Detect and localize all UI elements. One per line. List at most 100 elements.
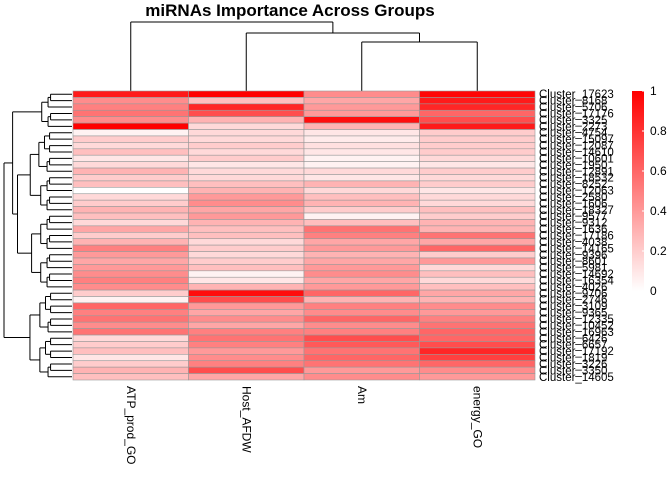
heatmap-cell [72, 122, 189, 130]
heatmap-cell [72, 174, 189, 182]
heatmap-cell [72, 97, 189, 105]
heatmap-cell [72, 283, 189, 291]
heatmap-cell [72, 206, 189, 214]
heatmap-cell [188, 296, 305, 304]
heatmap-cell [72, 167, 189, 175]
heatmap-cell [188, 309, 305, 317]
heatmap-cell [419, 289, 536, 297]
heatmap-cell [303, 206, 420, 214]
heatmap-cell [72, 334, 189, 342]
heatmap-cell [188, 187, 305, 195]
heatmap-cell [419, 148, 536, 156]
row-label: Cluster_17623 [539, 89, 614, 101]
heatmap-cell [72, 193, 189, 201]
heatmap-cell [188, 341, 305, 349]
heatmap-cell [188, 251, 305, 259]
heatmap-cell [188, 116, 305, 124]
row-label: Cluster_14692 [539, 269, 614, 281]
row-label: Cluster_3226 [539, 359, 607, 371]
heatmap-cell [188, 174, 305, 182]
heatmap-cell [303, 257, 420, 265]
heatmap-cell [419, 167, 536, 175]
heatmap-cell [419, 122, 536, 130]
heatmap-cell [419, 283, 536, 291]
heatmap-cell [188, 167, 305, 175]
heatmap-cell [188, 225, 305, 233]
heatmap-cell [303, 174, 420, 182]
row-label: Cluster_14605 [539, 372, 614, 384]
heatmap-cell [303, 341, 420, 349]
heatmap-cell [72, 270, 189, 278]
heatmap-cell [188, 347, 305, 355]
heatmap-cell [72, 373, 189, 381]
heatmap-cell [419, 354, 536, 362]
heatmap-cell [188, 129, 305, 137]
row-label: Cluster_8601 [539, 256, 607, 268]
heatmap-cell [419, 109, 536, 117]
heatmap-cells [72, 90, 536, 381]
row-label: Cluster_9396 [539, 250, 607, 262]
column-label: energy_GO [470, 386, 484, 448]
heatmap-cell [72, 244, 189, 252]
heatmap-cell [188, 193, 305, 201]
heatmap-cell [188, 148, 305, 156]
heatmap-cell [303, 225, 420, 233]
heatmap-cell [419, 302, 536, 310]
heatmap-cell [303, 270, 420, 278]
chart-title: miRNAs Importance Across Groups [145, 1, 434, 20]
heatmap-cell [303, 187, 420, 195]
row-label: Cluster_1950 [539, 160, 607, 172]
heatmap-cell [188, 180, 305, 188]
heatmap-cell [419, 264, 536, 272]
legend-tick-label: 0.2 [650, 244, 667, 258]
heatmap-cell [303, 90, 420, 98]
row-label: Cluster_10601 [539, 153, 614, 165]
heatmap-cell [419, 373, 536, 381]
heatmap-cell [419, 315, 536, 323]
heatmap-cell [419, 135, 536, 143]
row-label: Cluster_5981 [539, 263, 607, 275]
row-label: Cluster_9706 [539, 288, 607, 300]
heatmap-cell [419, 328, 536, 336]
row-label: Cluster_12335 [539, 314, 614, 326]
heatmap-cell [419, 334, 536, 342]
heatmap-cell [72, 219, 189, 227]
heatmap-cell [188, 135, 305, 143]
heatmap-cell [72, 90, 189, 98]
heatmap-cell [303, 122, 420, 130]
column-labels: ATP_prod_GO Host_AFDW Am energy_GO [124, 386, 485, 464]
row-label: Cluster_12063 [539, 186, 614, 198]
heatmap-cell [303, 251, 420, 259]
heatmap-cell [188, 97, 305, 105]
heatmap-cell [303, 116, 420, 124]
heatmap-cell [419, 360, 536, 368]
row-dendrogram [3, 93, 72, 378]
heatmap-cell [188, 276, 305, 284]
column-dendrogram [130, 21, 478, 91]
heatmap-cell [188, 264, 305, 272]
row-label: Cluster_6657 [539, 340, 607, 352]
heatmap-cell [419, 341, 536, 349]
heatmap-cell [188, 289, 305, 297]
row-label: Cluster_1636 [539, 224, 607, 236]
legend-tick-label: 0.8 [650, 124, 667, 138]
heatmap-cell [188, 328, 305, 336]
row-label: Cluster_18532 [539, 173, 614, 185]
heatmap-cell [419, 116, 536, 124]
row-label: Cluster_2746 [539, 295, 607, 307]
heatmap-cell [72, 154, 189, 162]
heatmap-cell [303, 129, 420, 137]
heatmap-cell [303, 289, 420, 297]
heatmap-cell [419, 309, 536, 317]
heatmap-cell [72, 366, 189, 374]
heatmap-cell [188, 354, 305, 362]
heatmap-cell [419, 238, 536, 246]
heatmap-cell [72, 328, 189, 336]
heatmap-cell [303, 321, 420, 329]
row-label: Cluster_2580 [539, 192, 607, 204]
heatmap-cell [72, 187, 189, 195]
row-label: Cluster_8168 [539, 96, 607, 108]
heatmap-cell [303, 180, 420, 188]
heatmap-cell [72, 251, 189, 259]
